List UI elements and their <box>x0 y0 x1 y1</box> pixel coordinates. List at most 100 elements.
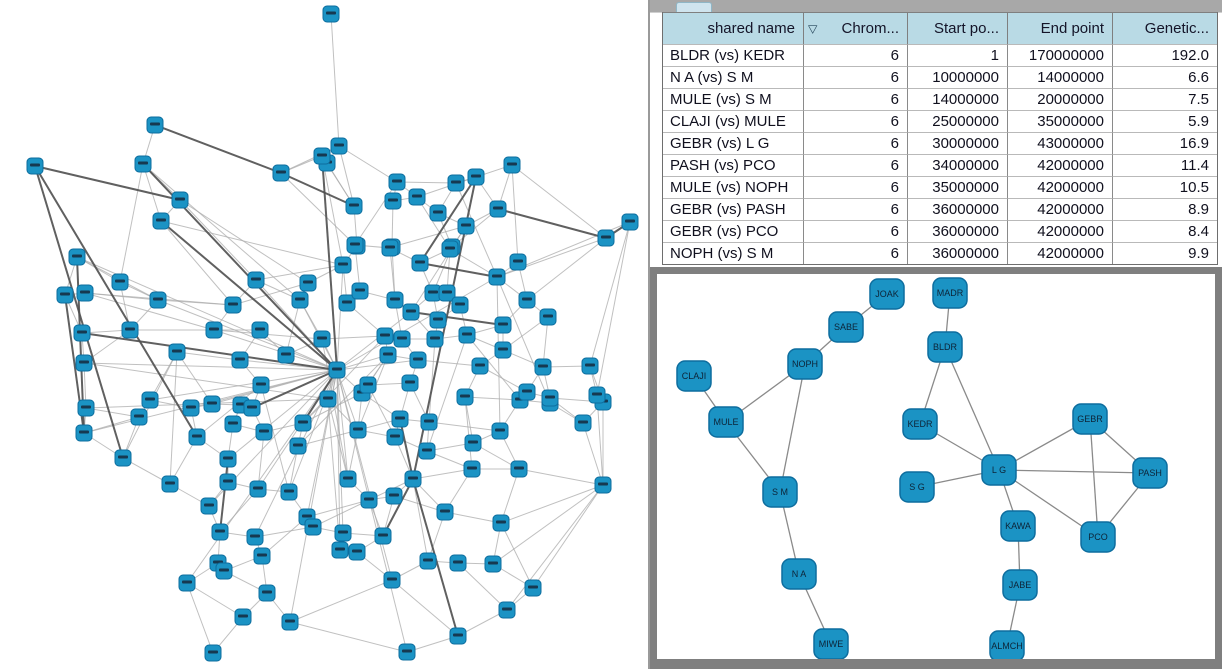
table-cell[interactable]: 36000000 <box>908 242 1008 264</box>
graph-node-label <box>363 382 373 386</box>
table-cell[interactable]: CLAJI (vs) MULE <box>663 110 804 132</box>
table-cell[interactable]: GEBR (vs) PCO <box>663 220 804 242</box>
column-header-chrom[interactable]: ▽ Chrom... <box>804 12 908 44</box>
table-cell[interactable]: 42000000 <box>1008 176 1113 198</box>
table-cell[interactable]: 30000000 <box>908 132 1008 154</box>
table-cell[interactable]: 6 <box>804 242 908 264</box>
table-tab[interactable] <box>676 2 712 13</box>
table-row[interactable]: CLAJI (vs) MULE 6 25000000 35000000 5.9 <box>663 110 1217 132</box>
table-cell[interactable]: GEBR (vs) L G <box>663 132 804 154</box>
table-cell[interactable]: GEBR (vs) PASH <box>663 198 804 220</box>
table-cell[interactable]: NOPH (vs) S M <box>663 242 804 264</box>
graph-node-l-g[interactable] <box>981 454 1017 486</box>
table-cell[interactable]: 20000000 <box>1008 88 1113 110</box>
table-cell[interactable]: 42000000 <box>1008 242 1113 264</box>
table-cell[interactable]: 25000000 <box>908 110 1008 132</box>
column-header-start-po[interactable]: Start po... <box>908 12 1008 44</box>
graph-edge <box>497 208 607 239</box>
table-cell[interactable]: 6 <box>804 44 908 66</box>
edge-table: shared name ▽ Chrom... Start po... End point… <box>662 12 1218 265</box>
graph-node-almch[interactable] <box>989 630 1025 659</box>
column-header-genetic[interactable]: Genetic... <box>1113 12 1217 44</box>
table-row[interactable]: GEBR (vs) L G 6 30000000 43000000 16.9 <box>663 132 1217 154</box>
table-cell[interactable]: 34000000 <box>908 154 1008 176</box>
graph-node-kedr[interactable] <box>902 408 938 440</box>
table-row[interactable]: MULE (vs) S M 6 14000000 20000000 7.5 <box>663 88 1217 110</box>
table-cell[interactable]: 36000000 <box>908 198 1008 220</box>
graph-node-n-a[interactable] <box>781 558 817 590</box>
table-row[interactable]: N A (vs) S M 6 10000000 14000000 6.6 <box>663 66 1217 88</box>
table-cell[interactable]: 6 <box>804 154 908 176</box>
graph-node-s-m[interactable] <box>762 476 798 508</box>
table-cell[interactable]: 6 <box>804 66 908 88</box>
column-header-shared-name[interactable]: shared name <box>663 12 804 44</box>
graph-edge <box>227 369 338 460</box>
graph-node-label: PASH <box>1138 468 1162 478</box>
graph-node-madr[interactable] <box>932 277 968 309</box>
graph-node-label <box>186 405 196 409</box>
table-row[interactable]: GEBR (vs) PASH 6 36000000 42000000 8.9 <box>663 198 1217 220</box>
graph-node-gebr[interactable] <box>1072 403 1108 435</box>
graph-node-mule[interactable] <box>708 406 744 438</box>
graph-node-label <box>262 590 272 594</box>
graph-node-miwe[interactable] <box>813 628 849 659</box>
table-cell[interactable]: 36000000 <box>908 220 1008 242</box>
table-cell[interactable]: 6 <box>804 132 908 154</box>
table-cell[interactable]: 6.6 <box>1113 66 1217 88</box>
graph-node-label <box>453 560 463 564</box>
table-cell[interactable]: 170000000 <box>1008 44 1113 66</box>
graph-node-pco[interactable] <box>1080 521 1116 553</box>
table-cell[interactable]: 6 <box>804 88 908 110</box>
table-cell[interactable]: 35000000 <box>908 176 1008 198</box>
graph-node-label <box>308 524 318 528</box>
table-cell[interactable]: 14000000 <box>908 88 1008 110</box>
graph-node-jabe[interactable] <box>1002 569 1038 601</box>
table-row[interactable]: NOPH (vs) S M 6 36000000 42000000 9.9 <box>663 242 1217 264</box>
table-cell[interactable]: 14000000 <box>1008 66 1113 88</box>
table-cell[interactable]: 10000000 <box>908 66 1008 88</box>
table-row[interactable]: GEBR (vs) PCO 6 36000000 42000000 8.4 <box>663 220 1217 242</box>
table-cell[interactable]: 7.5 <box>1113 88 1217 110</box>
table-cell[interactable]: 43000000 <box>1008 132 1113 154</box>
table-cell[interactable]: 42000000 <box>1008 198 1113 220</box>
graph-node-bldr[interactable] <box>927 331 963 363</box>
graph-node-joak[interactable] <box>869 278 905 310</box>
panel-divider[interactable] <box>648 0 650 669</box>
graph-node-noph[interactable] <box>787 348 823 380</box>
table-cell[interactable]: 42000000 <box>1008 220 1113 242</box>
table-cell[interactable]: N A (vs) S M <box>663 66 804 88</box>
subnetwork-canvas[interactable]: JOAK SABE NOPH CLAJI MULE S M N A MIWE MADR BLDR K… <box>657 274 1215 659</box>
table-cell[interactable]: 192.0 <box>1113 44 1217 66</box>
table-cell[interactable]: 35000000 <box>1008 110 1113 132</box>
graph-edge <box>34 165 198 438</box>
table-cell[interactable]: 9.9 <box>1113 242 1217 264</box>
graph-node-kawa[interactable] <box>1000 510 1036 542</box>
table-cell[interactable]: 10.5 <box>1113 176 1217 198</box>
table-cell[interactable]: 5.9 <box>1113 110 1217 132</box>
table-cell[interactable]: 6 <box>804 198 908 220</box>
table-cell[interactable]: 1 <box>908 44 1008 66</box>
table-cell[interactable]: 6 <box>804 176 908 198</box>
table-cell[interactable]: 42000000 <box>1008 154 1113 176</box>
graph-node-s-g[interactable] <box>899 471 935 503</box>
table-cell[interactable]: MULE (vs) NOPH <box>663 176 804 198</box>
table-row[interactable]: MULE (vs) NOPH 6 35000000 42000000 10.5 <box>663 176 1217 198</box>
graph-node-claji[interactable] <box>676 360 712 392</box>
table-cell[interactable]: 16.9 <box>1113 132 1217 154</box>
graph-node-label <box>538 364 548 368</box>
graph-node-pash[interactable] <box>1132 457 1168 489</box>
graph-node-sabe[interactable] <box>828 311 864 343</box>
table-cell[interactable]: 6 <box>804 220 908 242</box>
table-cell[interactable]: 6 <box>804 110 908 132</box>
overview-network-canvas[interactable] <box>0 0 648 669</box>
table-cell[interactable]: MULE (vs) S M <box>663 88 804 110</box>
table-row[interactable]: PASH (vs) PCO 6 34000000 42000000 11.4 <box>663 154 1217 176</box>
filter-icon[interactable]: ▽ <box>808 22 818 35</box>
table-cell[interactable]: 11.4 <box>1113 154 1217 176</box>
table-cell[interactable]: 8.9 <box>1113 198 1217 220</box>
table-cell[interactable]: PASH (vs) PCO <box>663 154 804 176</box>
table-cell[interactable]: 8.4 <box>1113 220 1217 242</box>
column-header-end-point[interactable]: End point <box>1008 12 1113 44</box>
table-cell[interactable]: BLDR (vs) KEDR <box>663 44 804 66</box>
table-row[interactable]: BLDR (vs) KEDR 6 1 170000000 192.0 <box>663 44 1217 66</box>
